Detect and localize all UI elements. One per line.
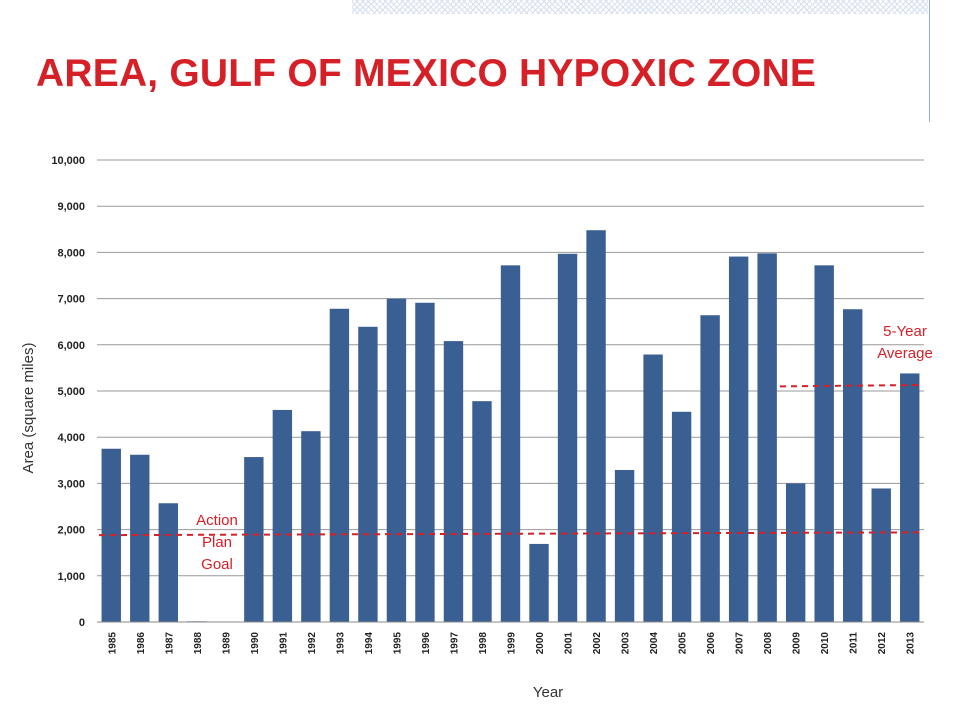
y-tick-label: 0 — [79, 617, 85, 629]
y-axis-label: Area (square miles) — [20, 343, 37, 474]
x-tick-label: 2006 — [706, 632, 717, 655]
bar-2013 — [900, 373, 920, 622]
x-tick-label: 1988 — [193, 632, 204, 655]
bar-2011 — [843, 309, 863, 622]
x-tick-label: 2011 — [849, 632, 860, 654]
bar-1998 — [472, 401, 492, 622]
x-tick-label: 2001 — [564, 632, 575, 655]
bar-2004 — [643, 354, 663, 622]
bar-1999 — [500, 265, 521, 622]
y-tick-label: 6,000 — [57, 340, 85, 352]
y-tick-label: 8,000 — [57, 247, 85, 259]
y-tick-label: 7,000 — [57, 294, 85, 306]
x-tick-label: 2007 — [735, 632, 746, 655]
x-tick-label: 2002 — [592, 632, 603, 655]
x-tick-label: 1985 — [107, 632, 118, 655]
bar-1992 — [301, 431, 321, 622]
decorative-dotted-rule-top — [0, 34, 930, 36]
x-tick-label: 1996 — [421, 632, 432, 655]
x-tick-label: 1998 — [478, 632, 489, 655]
bar-1994 — [358, 326, 378, 622]
x-tick-label: 2003 — [621, 632, 632, 655]
x-tick-label: 2005 — [678, 632, 689, 655]
bar-2008 — [757, 253, 777, 622]
x-axis-label: Year — [533, 684, 563, 701]
action-plan-goal-label: Plan — [202, 534, 232, 551]
x-tick-label: 1987 — [164, 632, 175, 655]
bar-1993 — [329, 308, 350, 622]
x-tick-label: 1991 — [278, 632, 289, 655]
x-tick-label: 1986 — [136, 632, 147, 655]
decorative-side-line — [929, 0, 930, 122]
bar-1997 — [443, 341, 464, 622]
x-tick-label: 1990 — [250, 632, 261, 655]
bars — [97, 230, 924, 623]
reference-lines: Action Plan Goal 5-Year Average — [98, 323, 933, 573]
bar-1991 — [272, 409, 293, 622]
x-tick-label: 1994 — [364, 632, 375, 655]
x-tick-label: 2010 — [820, 632, 831, 655]
x-tick-label: 1995 — [392, 632, 403, 655]
y-tick-label: 3,000 — [57, 478, 85, 490]
bar-1990 — [244, 457, 264, 622]
x-tick-label: 2008 — [763, 632, 774, 655]
action-plan-goal-label: Action — [196, 512, 238, 529]
y-tick-label: 5,000 — [57, 386, 85, 398]
bar-1995 — [386, 298, 407, 622]
five-year-average-label: Average — [877, 345, 933, 362]
bar-2009 — [785, 483, 806, 622]
bar-2012 — [871, 488, 891, 622]
y-tick-label: 1,000 — [57, 571, 85, 583]
bar-2003 — [614, 470, 635, 622]
x-tick-label: 2012 — [877, 632, 888, 655]
x-tick-labels: 1985 1986 1987 1988 1989 1990 1991 1992 1993 1994… — [107, 632, 916, 655]
x-tick-label: 2004 — [649, 632, 660, 655]
y-tick-label: 4,000 — [57, 432, 85, 444]
action-plan-goal-label: Goal — [201, 556, 233, 573]
x-tick-label: 1999 — [507, 632, 518, 655]
bar-2006 — [700, 315, 720, 622]
bar-2010 — [814, 265, 834, 622]
y-tick-label: 2,000 — [57, 525, 85, 537]
five-year-average-label: 5-Year — [883, 323, 927, 340]
x-tick-label: 2013 — [906, 632, 917, 655]
x-tick-label: 1997 — [449, 632, 460, 655]
y-tick-labels: 0 1,000 2,000 3,000 4,000 5,000 6,000 7,000 8,00… — [51, 155, 85, 629]
x-tick-label: 1992 — [307, 632, 318, 655]
action-plan-goal-line — [98, 531, 923, 537]
x-tick-label: 2000 — [535, 632, 546, 655]
five-year-average-line — [779, 383, 923, 388]
decorative-dotted-rule-bottom — [0, 712, 960, 714]
page-title: AREA, GULF OF MEXICO HYPOXIC ZONE — [36, 52, 817, 95]
bar-2002 — [586, 230, 606, 622]
x-tick-label: 2009 — [792, 632, 803, 655]
x-tick-label: 1989 — [221, 632, 232, 655]
bar-1986 — [130, 454, 150, 622]
bar-2001 — [557, 253, 578, 622]
decorative-hatch — [352, 0, 928, 14]
bar-2005 — [671, 411, 692, 622]
bar-1987 — [158, 503, 178, 622]
x-tick-label: 1993 — [335, 632, 346, 655]
bar-2000 — [529, 543, 549, 622]
bar-1996 — [415, 302, 435, 622]
y-tick-label: 10,000 — [51, 155, 85, 167]
y-tick-label: 9,000 — [57, 201, 85, 213]
bar-2007 — [728, 256, 749, 622]
